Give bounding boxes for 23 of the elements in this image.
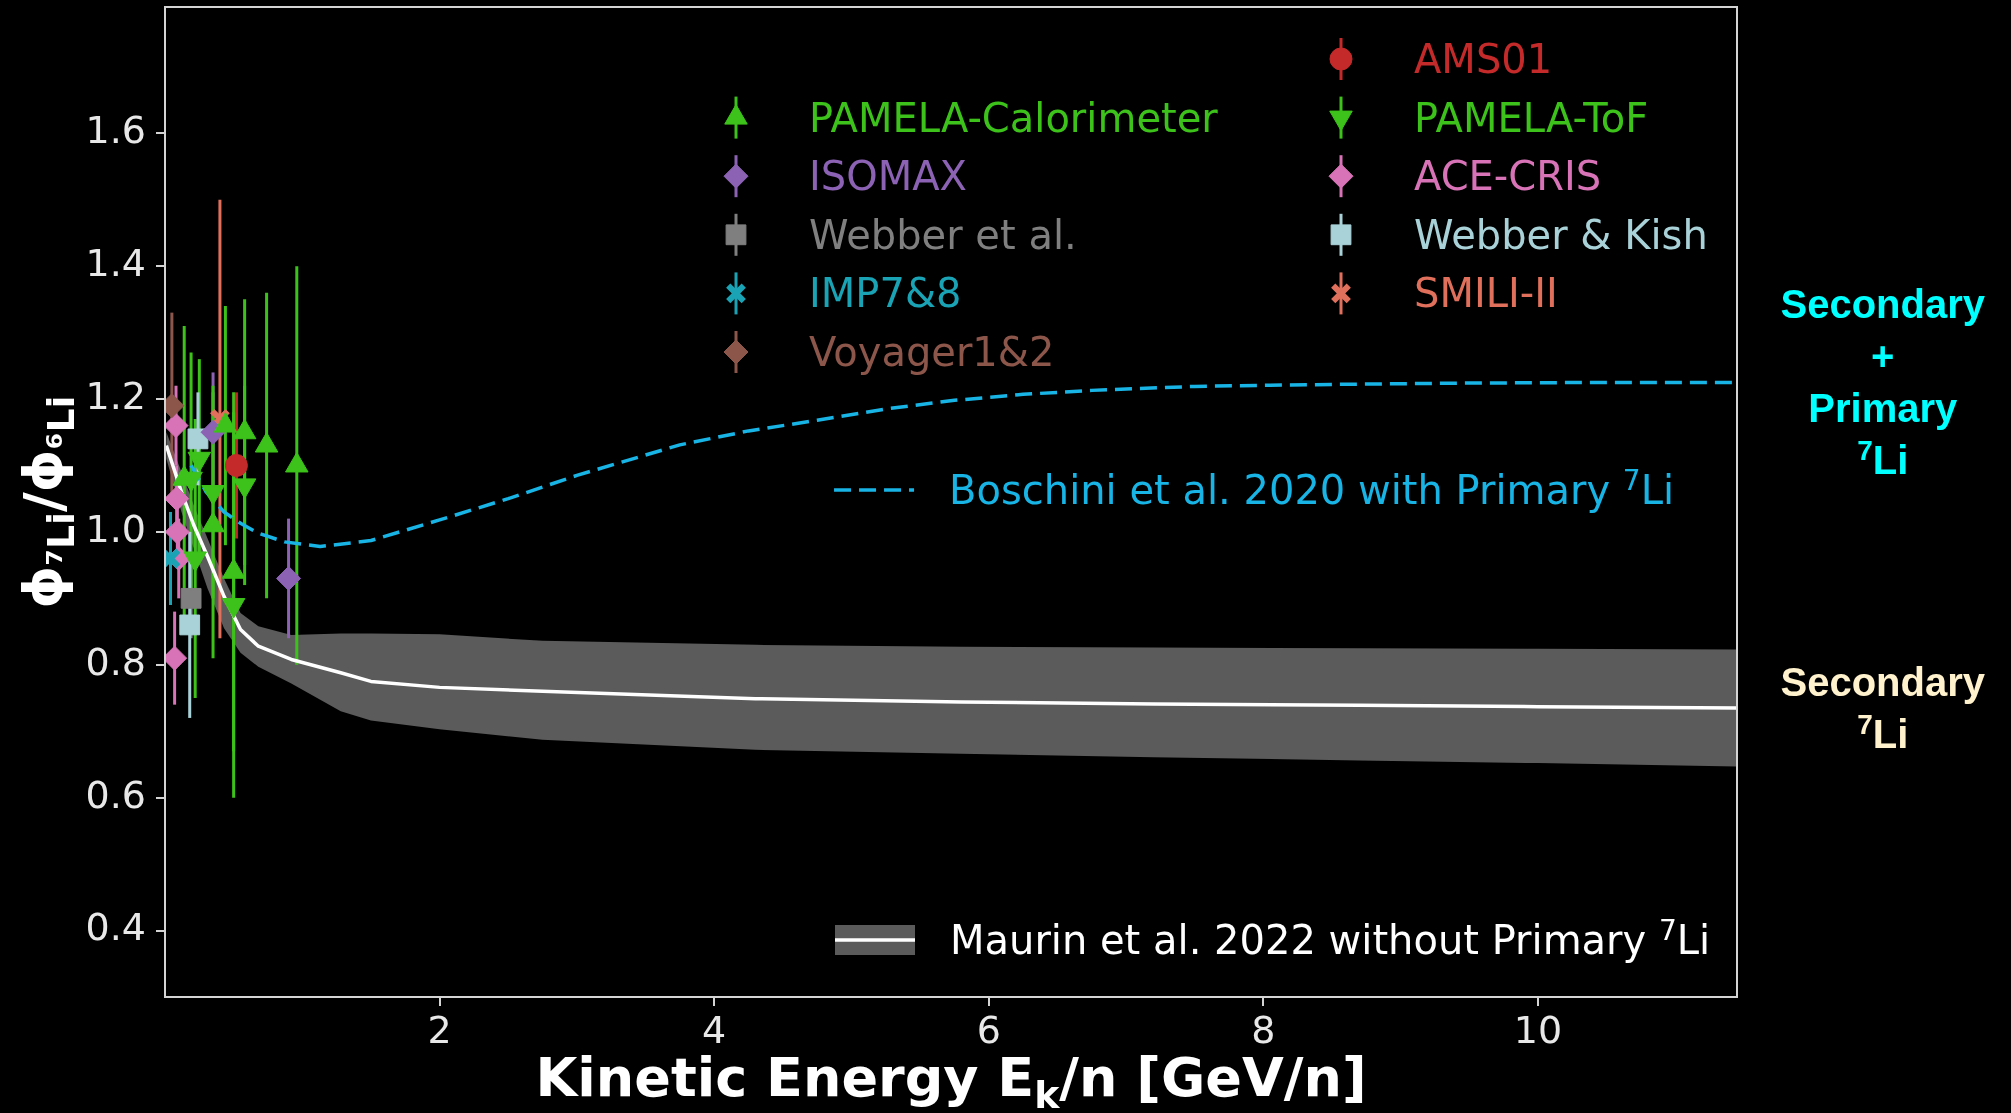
legend-label: ACE-CRIS xyxy=(1414,153,1602,200)
legend-label: PAMELA-ToF xyxy=(1414,94,1649,141)
legend-label: Webber et al. xyxy=(809,211,1077,258)
annotation: Secondary + Primary $^{7}$Li xyxy=(1780,281,1986,485)
legend-label: Maurin et al. 2022 without Primary $^{7}$Li xyxy=(950,913,1711,963)
y-tick-label: 0.6 xyxy=(85,772,146,817)
y-tick-label: 1.2 xyxy=(85,373,146,418)
legend-label: AMS01 xyxy=(1414,36,1553,82)
x-tick-label: 10 xyxy=(1513,1007,1563,1052)
annotation: Secondary $^{7}$Li xyxy=(1780,658,1986,758)
y-tick-label: 1.4 xyxy=(85,241,146,285)
legend-label: PAMELA-Calorimeter xyxy=(809,94,1218,141)
legend-label: IMP7&8 xyxy=(809,270,962,317)
x-tick-label: 2 xyxy=(427,1007,452,1052)
y-tick-label: 1.6 xyxy=(85,108,146,153)
legend-label: SMILI-II xyxy=(1414,270,1558,317)
y-tick-label: 0.8 xyxy=(85,639,146,684)
legend-label: Boschini et al. 2020 with Primary $^{7}$Li xyxy=(949,463,1675,514)
y-tick-label: 0.4 xyxy=(85,905,146,950)
legend-label: ISOMAX xyxy=(809,153,967,200)
y-tick-label: 1.0 xyxy=(85,506,146,551)
legend-label: Webber & Kish xyxy=(1414,211,1708,258)
legend-label: Voyager1&2 xyxy=(809,329,1055,375)
